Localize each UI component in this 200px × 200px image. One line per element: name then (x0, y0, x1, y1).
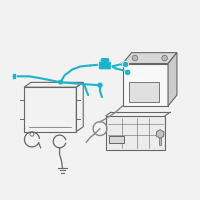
Circle shape (59, 80, 62, 84)
Circle shape (132, 55, 138, 61)
Bar (159, 134, 161, 145)
Circle shape (106, 59, 109, 61)
Bar (123, 64, 168, 106)
Bar (129, 82, 159, 102)
Circle shape (104, 59, 106, 61)
Circle shape (101, 59, 104, 61)
Circle shape (162, 55, 167, 61)
Circle shape (124, 69, 131, 76)
Bar (106, 116, 165, 150)
Polygon shape (123, 53, 177, 64)
Polygon shape (168, 53, 177, 106)
Polygon shape (156, 130, 164, 138)
FancyBboxPatch shape (99, 61, 111, 70)
Bar (109, 136, 124, 143)
Circle shape (122, 61, 129, 68)
Bar (24, 87, 76, 132)
Bar (12, 73, 16, 79)
Circle shape (98, 83, 102, 87)
